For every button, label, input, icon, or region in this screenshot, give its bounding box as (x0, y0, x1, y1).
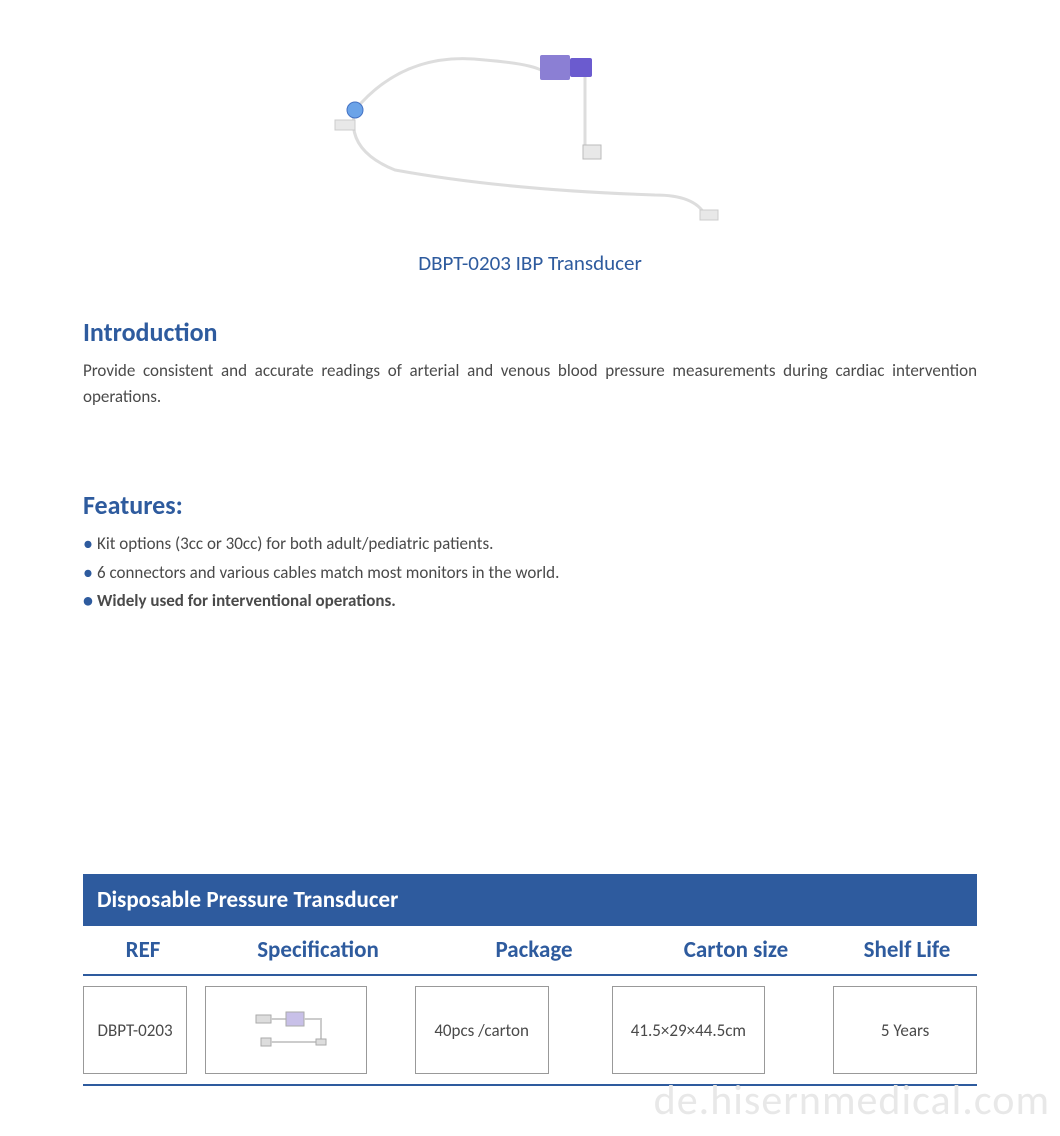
watermark: de.hisernmedical.com (654, 1075, 1050, 1126)
cell-carton: 41.5×29×44.5cm (612, 986, 766, 1074)
feature-item: Widely used for interventional operation… (83, 588, 977, 614)
introduction-text: Provide consistent and accurate readings… (83, 358, 977, 409)
product-caption: DBPT-0203 IBP Transducer (0, 250, 1060, 276)
col-header-shelf: Shelf Life (837, 936, 977, 964)
column-headers: REF Specification Package Carton size Sh… (83, 936, 977, 976)
cell-spec (205, 986, 367, 1074)
table-title: Disposable Pressure Transducer (83, 874, 977, 926)
product-table: Disposable Pressure Transducer REF Speci… (83, 874, 977, 1086)
col-header-package: Package (433, 936, 635, 964)
col-header-spec: Specification (203, 936, 433, 964)
content-section: Introduction Provide consistent and accu… (83, 316, 977, 614)
col-header-ref: REF (83, 936, 203, 964)
cell-shelf: 5 Years (833, 986, 977, 1074)
features-heading: Features: (83, 489, 977, 521)
data-row: DBPT-0203 40pcs /carton 41.5×29×44.5cm 5… (83, 986, 977, 1086)
feature-list: Kit options (3cc or 30cc) for both adult… (83, 531, 977, 614)
feature-item: 6 connectors and various cables match mo… (83, 560, 977, 586)
product-image (305, 20, 755, 240)
cell-ref: DBPT-0203 (83, 986, 187, 1074)
introduction-heading: Introduction (83, 316, 977, 348)
col-header-carton: Carton size (635, 936, 837, 964)
cell-package: 40pcs /carton (415, 986, 549, 1074)
feature-item: Kit options (3cc or 30cc) for both adult… (83, 531, 977, 557)
